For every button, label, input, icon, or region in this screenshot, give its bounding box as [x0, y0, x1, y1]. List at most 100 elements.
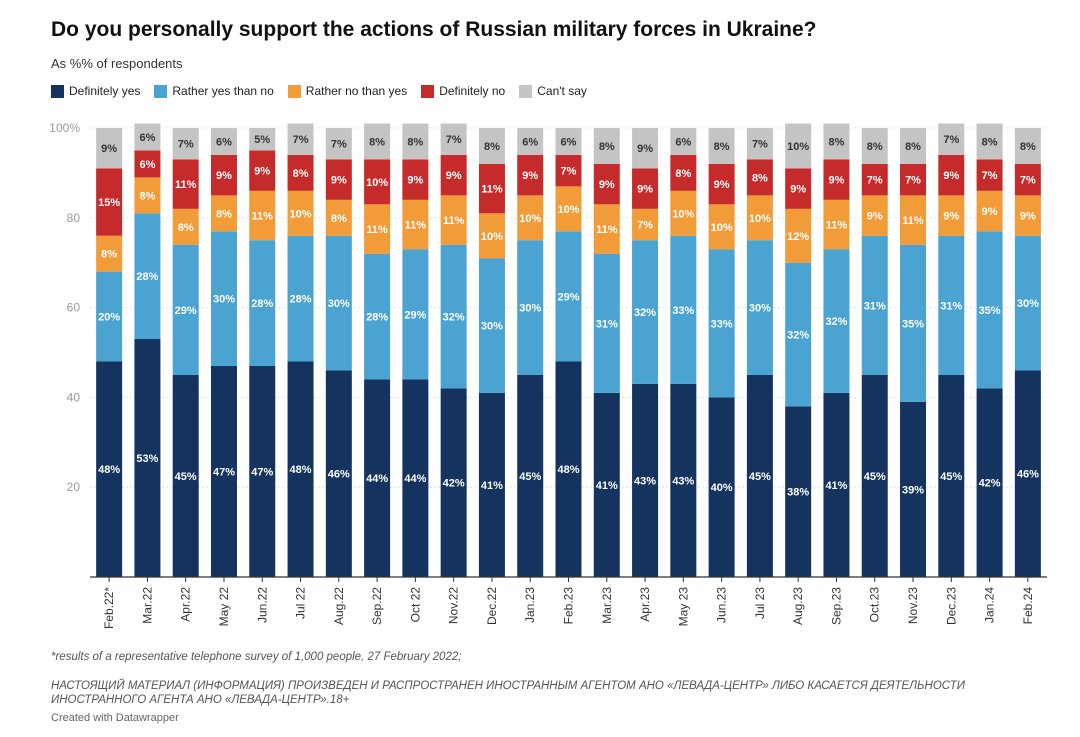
data-label: 6% — [675, 136, 691, 148]
bar-segment — [134, 150, 161, 178]
bar-segment — [900, 163, 927, 196]
data-label: 42% — [443, 478, 465, 490]
data-label: 41% — [481, 480, 503, 492]
data-label: 8% — [369, 136, 385, 148]
data-label: 30% — [519, 303, 541, 315]
bar-segment — [364, 159, 391, 205]
bar-segment — [402, 123, 429, 160]
bar-segment — [517, 154, 544, 196]
data-label: 7% — [867, 175, 883, 187]
data-label: 9% — [637, 184, 653, 196]
bar-segment — [976, 190, 1003, 232]
x-tick-label: Sep.22 — [370, 587, 384, 625]
bar-segment — [670, 190, 697, 236]
data-label: 30% — [328, 298, 350, 310]
bar-segment — [364, 253, 391, 380]
bar-segment — [325, 370, 352, 577]
data-label: 20% — [98, 312, 120, 324]
data-label: 9% — [254, 166, 270, 178]
legend-label-rather-yes: Rather yes than no — [172, 84, 274, 98]
bar-segment — [708, 204, 735, 250]
data-label: 7% — [752, 139, 768, 151]
bar-segment — [210, 231, 237, 366]
data-label: 32% — [443, 312, 465, 324]
data-label: 28% — [366, 312, 388, 324]
data-label: 11% — [826, 220, 848, 232]
legend-item-cant-say: Can't say — [519, 84, 587, 98]
bar-segment — [517, 195, 544, 241]
bar-segment — [325, 128, 352, 160]
data-label: 9% — [829, 175, 845, 187]
data-label: 11% — [481, 184, 503, 196]
data-label: 8% — [293, 168, 309, 180]
y-tick-label: 40 — [67, 390, 81, 404]
bar-segment — [210, 128, 237, 155]
data-label: 9% — [331, 175, 347, 187]
chart-footnote: *results of a representative telephone s… — [51, 651, 462, 663]
data-label: 32% — [787, 330, 809, 342]
bar-segment — [402, 159, 429, 200]
data-label: 29% — [557, 291, 579, 303]
data-label: 8% — [905, 141, 921, 153]
bar-segment — [938, 123, 965, 155]
x-tick-label: Nov.22 — [447, 587, 461, 624]
bar-segment — [96, 168, 123, 236]
data-label: 11% — [902, 215, 924, 227]
bar-segment — [823, 123, 850, 160]
data-label: 9% — [599, 179, 615, 191]
bar-segment — [134, 213, 161, 340]
data-label: 45% — [749, 471, 771, 483]
data-label: 7% — [905, 175, 921, 187]
bar-segment — [172, 244, 199, 375]
bar-segment — [708, 249, 735, 398]
x-tick-label: Sep.23 — [829, 587, 843, 625]
x-tick-label: May 23 — [676, 587, 690, 627]
legend-item-definitely-no: Definitely no — [421, 84, 505, 98]
data-label: 10% — [787, 141, 809, 153]
bar-segment — [670, 383, 697, 577]
bar-segment — [632, 240, 659, 384]
data-label: 48% — [290, 464, 312, 476]
data-label: 42% — [979, 478, 1001, 490]
data-label: 43% — [672, 475, 694, 487]
x-tick-label: Dec.23 — [944, 587, 958, 625]
bar-segment — [861, 128, 888, 164]
data-label: 9% — [982, 206, 998, 218]
data-label: 5% — [254, 134, 270, 146]
x-tick-label: Jul 23 — [753, 587, 767, 619]
bar-segment — [249, 240, 276, 366]
y-tick-label: 60 — [67, 301, 81, 315]
bar-segment — [823, 199, 850, 250]
bar-segment — [861, 374, 888, 577]
data-label: 7% — [982, 170, 998, 182]
bar-segment — [172, 374, 199, 577]
bar-segment — [134, 339, 161, 577]
bar-segment — [478, 258, 505, 393]
bar-segment — [287, 154, 314, 191]
data-label: 9% — [522, 170, 538, 182]
y-tick-label: 20 — [67, 480, 81, 494]
bar-segment — [402, 249, 429, 380]
bar-segment — [325, 159, 352, 200]
bar-segment — [785, 262, 812, 407]
bar-segment — [96, 271, 123, 362]
datawrapper-credit: Created with Datawrapper — [51, 712, 179, 724]
bar-segment — [325, 199, 352, 236]
data-label: 9% — [943, 170, 959, 182]
bar-segment — [364, 204, 391, 254]
bar-segment — [1014, 370, 1041, 577]
bar-segment — [708, 397, 735, 577]
data-label: 15% — [98, 197, 120, 209]
bar-segment — [134, 123, 161, 151]
data-label: 9% — [790, 184, 806, 196]
x-tick-label: Dec.22 — [485, 587, 499, 625]
bar-segment — [900, 128, 927, 164]
bar-segment — [440, 388, 467, 577]
data-label: 10% — [749, 213, 771, 225]
data-label: 28% — [136, 271, 158, 283]
bar-segment — [172, 128, 199, 160]
bar-segment — [249, 128, 276, 151]
bar-segment — [861, 195, 888, 236]
data-label: 8% — [139, 190, 155, 202]
x-tick-label: Nov.23 — [906, 587, 920, 624]
